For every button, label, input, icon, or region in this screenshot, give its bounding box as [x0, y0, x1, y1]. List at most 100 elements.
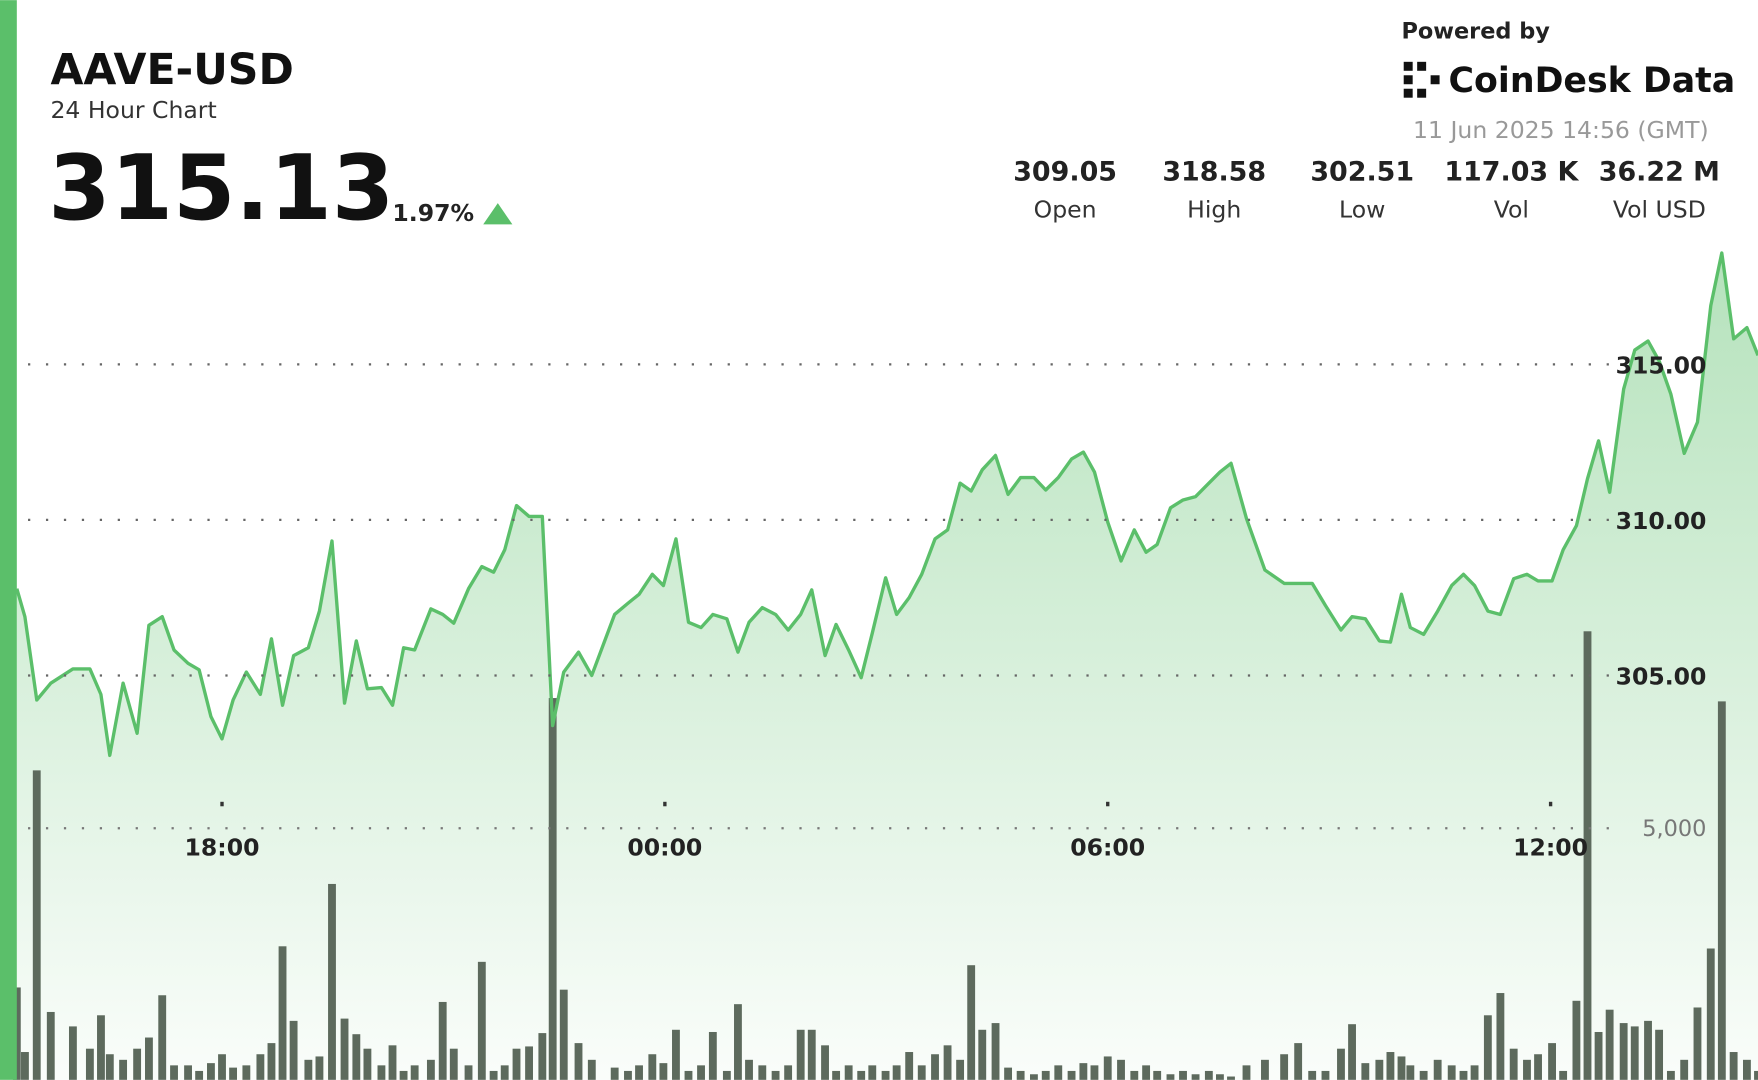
volume-bar [449, 1048, 458, 1080]
price-area [16, 252, 1758, 1080]
volume-bar [158, 995, 167, 1080]
volume-bar [1459, 1070, 1468, 1080]
volume-bar [697, 1065, 705, 1080]
volume-bar [648, 1054, 657, 1080]
volume-bar [1179, 1070, 1187, 1080]
volume-bar [1433, 1059, 1442, 1080]
volume-bar [624, 1070, 632, 1080]
stat-value: 302.51 [1310, 157, 1414, 188]
stat-value: 309.05 [1013, 157, 1117, 188]
volume-bar [1004, 1067, 1013, 1080]
volume-bar [68, 1026, 77, 1080]
volume-bar [1523, 1059, 1531, 1080]
volume-bar [538, 1033, 547, 1080]
volume-bar [832, 1070, 841, 1080]
volume-bar [46, 1011, 55, 1080]
volume-bar [1534, 1054, 1542, 1080]
volume-bar [1166, 1074, 1175, 1080]
volume-bar [587, 1059, 596, 1080]
volume-bar [278, 946, 287, 1080]
volume-bar [1153, 1070, 1162, 1080]
volume-bar [892, 1065, 901, 1080]
volume-bar [500, 1065, 509, 1080]
stat-label: Open [1034, 196, 1097, 224]
price-line [15, 251, 1758, 758]
volume-bar [1067, 1070, 1076, 1080]
volume-bar [315, 1056, 324, 1080]
volume-bar [1348, 1024, 1356, 1080]
volume-bar [917, 1065, 926, 1080]
volume-bar [1619, 1023, 1628, 1080]
volume-bar [821, 1045, 829, 1080]
logo-icon [1403, 61, 1440, 98]
volume-bar [796, 1029, 805, 1080]
volume-bar [978, 1029, 987, 1080]
y-tick-label: 315.00 [1616, 351, 1707, 379]
volume-bar [559, 989, 568, 1080]
volume-bar [967, 965, 976, 1080]
volume-bar [410, 1065, 419, 1080]
volume-bar [1054, 1065, 1063, 1080]
volume-bar [1470, 1065, 1479, 1080]
volume-bar [340, 1018, 349, 1080]
volume-bar [684, 1070, 693, 1080]
price-change: 1.97% [392, 199, 474, 227]
volume-bar [1447, 1065, 1456, 1080]
volume-bar [868, 1065, 877, 1080]
stats: 309.05 Open 318.58 High 302.51 Low 117.03 K Vol… [1013, 157, 1720, 224]
volume-bar [1693, 1007, 1702, 1080]
volume-bar [399, 1070, 408, 1080]
volume-bar [1754, 1070, 1758, 1080]
volume-bar [1029, 1074, 1038, 1080]
volume-bar [218, 1054, 226, 1080]
volume-bar [170, 1065, 178, 1080]
volume-bar [1548, 1043, 1556, 1080]
volume-bar [1142, 1065, 1151, 1080]
volume-bar [328, 883, 336, 1080]
chart-title: AAVE-USD [50, 45, 293, 95]
volume-bar [1706, 948, 1715, 1080]
volume-bar [931, 1054, 939, 1080]
brand: CoinDesk Data [1449, 61, 1736, 101]
volume-bar [1680, 1059, 1689, 1080]
volume-bar [267, 1043, 276, 1080]
volume-bar [525, 1046, 533, 1080]
volume-bar [464, 1065, 473, 1080]
volume-bar [1280, 1054, 1289, 1080]
volume-bar [1321, 1070, 1330, 1080]
volume-bar [1361, 1063, 1370, 1080]
volume-bar [1386, 1052, 1395, 1080]
volume-bar [1572, 1000, 1581, 1080]
volume-bar [195, 1070, 204, 1080]
y-tick-label: 310.00 [1616, 507, 1707, 535]
volume-bar [905, 1052, 914, 1080]
volume-bar [289, 1020, 298, 1080]
volume-bar [672, 1029, 680, 1080]
volume-bar [1215, 1074, 1224, 1080]
volume-bar [1559, 1070, 1568, 1080]
volume-bar [1509, 1048, 1518, 1080]
volume-bar [363, 1048, 372, 1080]
y-tick-label: 305.00 [1616, 662, 1707, 690]
volume-bar [1041, 1070, 1050, 1080]
stat-label: Vol USD [1613, 196, 1706, 224]
stat-label: High [1187, 196, 1241, 224]
volume-bar [1397, 1056, 1406, 1080]
volume-bar [352, 1034, 361, 1080]
volume-bar [844, 1065, 853, 1080]
volume-bar [512, 1048, 521, 1080]
volume-bar [1594, 1031, 1603, 1080]
volume-bar [133, 1048, 142, 1080]
volume-bar [97, 1015, 105, 1080]
volume-bar [1743, 1059, 1751, 1080]
volume-bar [119, 1059, 128, 1080]
volume-bar [256, 1054, 265, 1080]
price: 315.13 [48, 137, 394, 241]
volume-bar [1644, 1020, 1652, 1080]
volume-bar [610, 1067, 619, 1080]
volume-bar [1079, 1063, 1088, 1080]
volume-bar [991, 1023, 1000, 1080]
y2-tick-label: 5,000 [1642, 816, 1706, 842]
